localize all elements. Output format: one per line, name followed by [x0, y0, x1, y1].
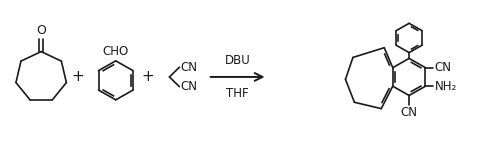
Text: +: +: [71, 69, 84, 84]
Text: CHO: CHO: [102, 45, 129, 58]
Text: NH₂: NH₂: [434, 80, 456, 93]
Text: THF: THF: [226, 87, 249, 100]
Text: CN: CN: [180, 80, 198, 93]
Text: CN: CN: [180, 61, 198, 74]
Text: O: O: [36, 24, 46, 37]
Text: CN: CN: [400, 106, 417, 119]
Text: +: +: [142, 69, 154, 84]
Text: DBU: DBU: [224, 54, 250, 67]
Text: CN: CN: [434, 61, 452, 74]
